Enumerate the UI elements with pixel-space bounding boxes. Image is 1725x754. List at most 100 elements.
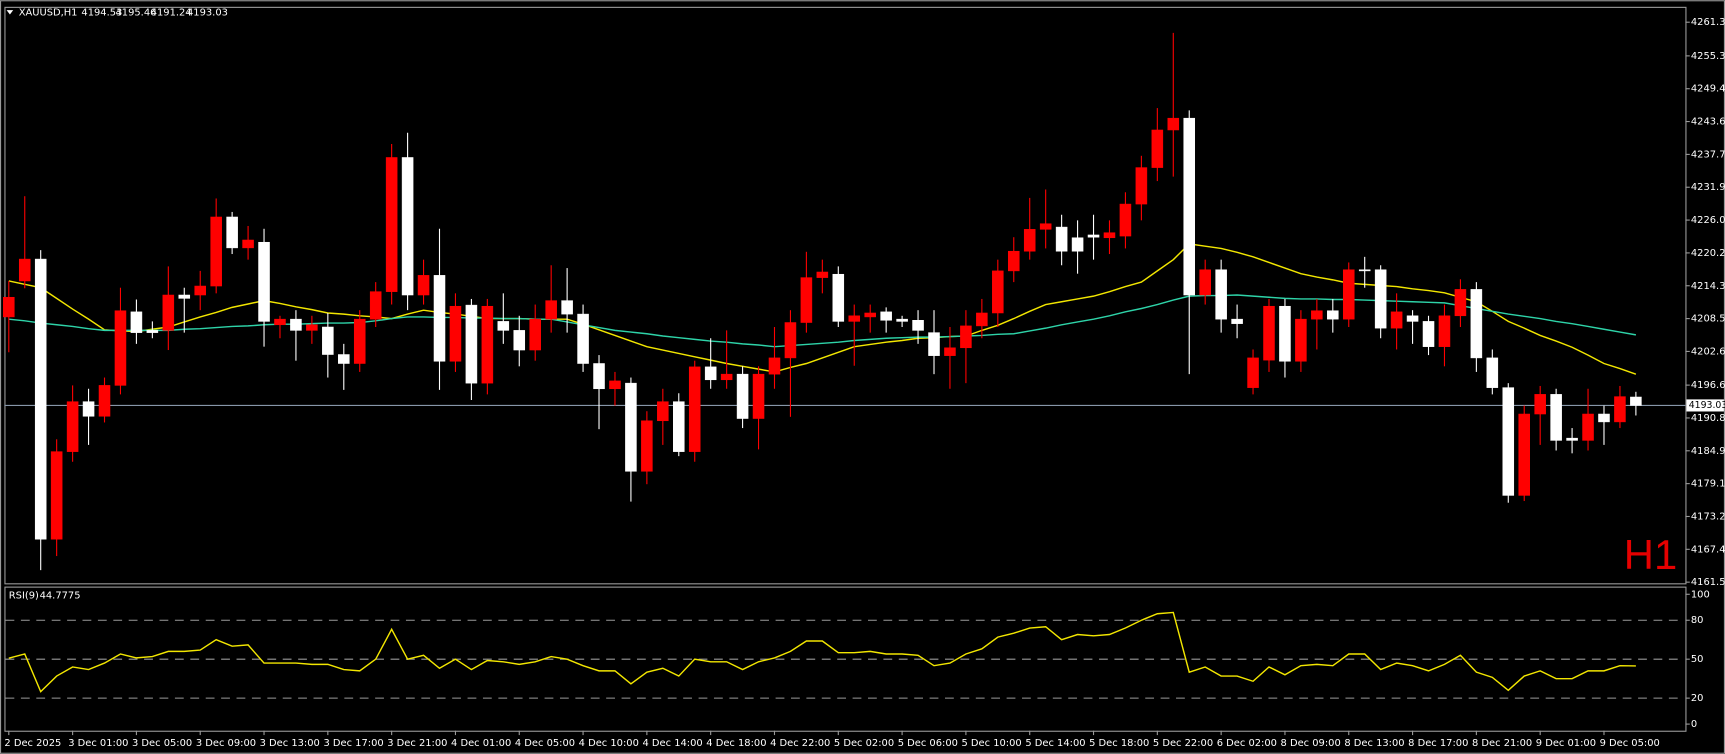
candle-body [1199,269,1211,296]
candle-body [34,258,47,540]
candle-body [880,311,892,321]
candle-body [274,318,286,326]
candle-body [688,366,701,452]
candle-body [497,321,510,331]
candle-body [896,318,908,322]
candle-body [752,373,765,419]
x-tick-label: 5 Dec 02:00 [834,738,894,749]
x-tick-label: 3 Dec 21:00 [387,738,447,749]
candle-body [1342,269,1355,320]
rsi-title: RSI(9) [9,590,39,601]
candle-body [529,318,541,351]
x-tick-label: 4 Dec 18:00 [706,738,766,749]
candle-body [210,216,222,287]
candle-body [1614,396,1626,423]
y-tick-label: 4202.65 [1691,346,1725,357]
candle-body [736,373,749,419]
candle-body [832,273,845,322]
x-tick-label: 3 Dec 01:00 [68,738,128,749]
candle-body [1550,394,1562,441]
x-tick-label: 8 Dec 21:00 [1472,738,1532,749]
x-tick-label: 3 Dec 17:00 [323,738,383,749]
candle-body [1374,269,1387,329]
y-tick-label: 4184.95 [1691,446,1725,457]
y-tick-label: 4237.75 [1691,149,1725,160]
candle-body [1183,117,1196,296]
candle-body [50,451,63,540]
y-tick-label: 50 [1691,654,1704,665]
candle-body [864,312,876,318]
candle-body [1039,223,1052,230]
candle-body [1327,310,1339,320]
current-price-box [1686,399,1724,412]
y-tick-label: 4190.80 [1691,413,1725,424]
x-tick-label: 5 Dec 18:00 [1089,738,1149,749]
y-tick-label: 0 [1691,719,1697,730]
candle-body [944,347,956,356]
candle-body [1454,289,1467,317]
y-tick-label: 80 [1691,615,1704,626]
x-tick-label: 8 Dec 13:00 [1344,738,1404,749]
candle-body [1071,237,1084,252]
candle-body [465,304,478,384]
candle-body [928,332,940,356]
candle-body [641,420,653,472]
candle-body [162,294,175,331]
candle-body [114,310,127,386]
candle-body [481,305,494,384]
current-price-label: 4193.03 [1689,400,1725,411]
candle-body [1295,318,1307,362]
candle-body [1406,315,1419,322]
candle-body [1167,117,1180,131]
candle-body [353,318,366,364]
candle-body [800,277,813,323]
y-tick-label: 4179.10 [1691,479,1725,490]
candle-body [18,258,31,282]
x-tick-label: 4 Dec 22:00 [770,738,830,749]
candle-body [306,324,318,331]
x-tick-label: 9 Dec 05:00 [1600,738,1660,749]
candle-body [768,357,781,375]
candle-body [1007,250,1020,272]
y-tick-label: 4196.65 [1691,380,1725,391]
candle-body [609,380,621,390]
candle-body [258,241,270,322]
candle-body [816,271,829,278]
candle-body [1470,289,1483,359]
candle-body [1247,357,1259,388]
header-value: 4195.46 [116,7,157,18]
x-tick-label: 5 Dec 14:00 [1025,738,1085,749]
candle-body [1119,203,1132,237]
x-tick-label: 5 Dec 22:00 [1153,738,1213,749]
candle-body [976,312,988,327]
candle-body [1055,226,1068,252]
x-tick-label: 5 Dec 10:00 [962,738,1022,749]
candle-body [401,157,414,296]
candle-body [449,305,462,362]
y-tick-label: 4231.90 [1691,182,1725,193]
candle-body [1534,394,1546,415]
x-tick-label: 5 Dec 06:00 [898,738,958,749]
rsi-line [8,611,1636,693]
candle-body [561,300,573,315]
candle-body [1358,269,1371,272]
candle-body [178,294,191,299]
header-value: 4193.03 [187,7,228,18]
x-tick-label: 3 Dec 05:00 [132,738,192,749]
candle-body [1311,310,1323,320]
candle-body [98,385,111,417]
candle-body [657,401,669,422]
candle-body [1023,229,1036,252]
candle-body [322,326,334,355]
y-tick-label: 4173.25 [1691,511,1725,522]
candle-body [848,315,861,322]
y-tick-label: 4220.20 [1691,248,1725,259]
candle-body [1518,413,1531,496]
x-tick-label: 4 Dec 10:00 [579,738,639,749]
candle-body [242,239,254,249]
x-tick-label: 4 Dec 14:00 [642,738,702,749]
candle-body [912,320,924,331]
candle-body [3,296,15,318]
